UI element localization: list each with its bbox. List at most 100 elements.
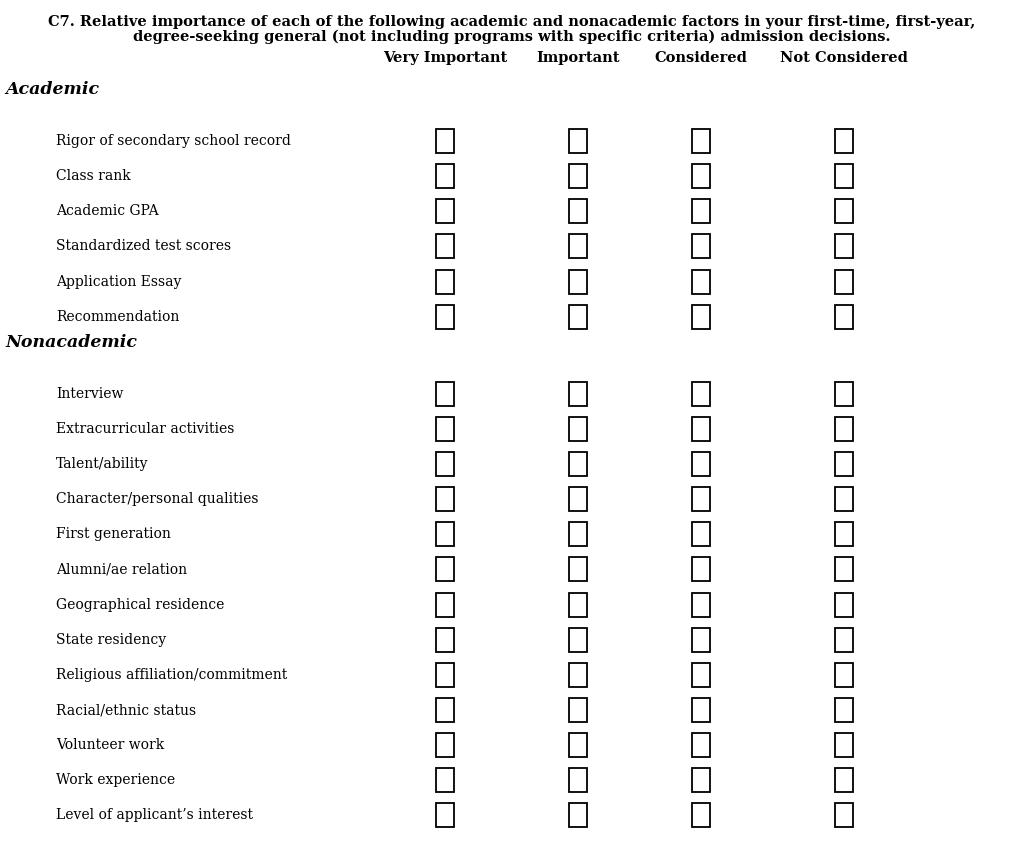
Text: C7. Relative importance of each of the following academic and nonacademic factor: C7. Relative importance of each of the f… bbox=[48, 15, 975, 28]
Text: Very Important: Very Important bbox=[383, 51, 507, 65]
Bar bbox=[569, 200, 587, 224]
Bar bbox=[569, 523, 587, 547]
Bar bbox=[692, 129, 710, 153]
Text: State residency: State residency bbox=[56, 632, 167, 647]
Bar bbox=[436, 235, 454, 259]
Bar bbox=[692, 382, 710, 406]
Bar bbox=[692, 200, 710, 224]
Text: Geographical residence: Geographical residence bbox=[56, 597, 225, 612]
Bar bbox=[436, 734, 454, 758]
Text: degree-seeking general (not including programs with specific criteria) admission: degree-seeking general (not including pr… bbox=[133, 30, 890, 45]
Text: Academic GPA: Academic GPA bbox=[56, 204, 159, 219]
Bar bbox=[569, 769, 587, 793]
Bar bbox=[835, 698, 853, 722]
Bar bbox=[569, 628, 587, 652]
Bar bbox=[835, 734, 853, 758]
Bar bbox=[436, 165, 454, 189]
Bar bbox=[569, 417, 587, 441]
Bar bbox=[436, 417, 454, 441]
Text: Nonacademic: Nonacademic bbox=[5, 334, 137, 351]
Bar bbox=[569, 165, 587, 189]
Text: Level of applicant’s interest: Level of applicant’s interest bbox=[56, 808, 254, 823]
Text: Talent/ability: Talent/ability bbox=[56, 457, 148, 471]
Bar bbox=[436, 523, 454, 547]
Bar bbox=[835, 200, 853, 224]
Bar bbox=[569, 558, 587, 582]
Bar bbox=[835, 417, 853, 441]
Bar bbox=[835, 165, 853, 189]
Bar bbox=[569, 698, 587, 722]
Bar bbox=[835, 235, 853, 259]
Bar bbox=[835, 523, 853, 547]
Bar bbox=[569, 734, 587, 758]
Bar bbox=[692, 235, 710, 259]
Text: Recommendation: Recommendation bbox=[56, 309, 180, 324]
Bar bbox=[692, 452, 710, 476]
Text: Character/personal qualities: Character/personal qualities bbox=[56, 492, 259, 506]
Bar bbox=[692, 734, 710, 758]
Bar bbox=[835, 628, 853, 652]
Bar bbox=[569, 382, 587, 406]
Text: First generation: First generation bbox=[56, 527, 171, 542]
Bar bbox=[436, 488, 454, 512]
Bar bbox=[569, 270, 587, 294]
Bar bbox=[436, 270, 454, 294]
Text: Considered: Considered bbox=[655, 51, 747, 65]
Text: Religious affiliation/commitment: Religious affiliation/commitment bbox=[56, 668, 287, 682]
Bar bbox=[835, 270, 853, 294]
Bar bbox=[569, 305, 587, 329]
Bar bbox=[692, 270, 710, 294]
Bar bbox=[692, 488, 710, 512]
Bar bbox=[835, 129, 853, 153]
Text: Volunteer work: Volunteer work bbox=[56, 738, 165, 752]
Bar bbox=[569, 804, 587, 828]
Bar bbox=[436, 305, 454, 329]
Text: Work experience: Work experience bbox=[56, 773, 175, 788]
Text: Important: Important bbox=[536, 51, 620, 65]
Bar bbox=[692, 769, 710, 793]
Bar bbox=[835, 769, 853, 793]
Bar bbox=[692, 305, 710, 329]
Bar bbox=[436, 804, 454, 828]
Bar bbox=[835, 382, 853, 406]
Bar bbox=[692, 558, 710, 582]
Bar bbox=[692, 663, 710, 687]
Bar bbox=[436, 452, 454, 476]
Bar bbox=[692, 628, 710, 652]
Bar bbox=[692, 523, 710, 547]
Bar bbox=[436, 558, 454, 582]
Bar bbox=[436, 769, 454, 793]
Bar bbox=[436, 698, 454, 722]
Text: Alumni/ae relation: Alumni/ae relation bbox=[56, 562, 187, 577]
Bar bbox=[436, 382, 454, 406]
Bar bbox=[692, 698, 710, 722]
Text: Rigor of secondary school record: Rigor of secondary school record bbox=[56, 134, 292, 148]
Bar bbox=[835, 593, 853, 617]
Bar bbox=[436, 200, 454, 224]
Bar bbox=[569, 663, 587, 687]
Bar bbox=[835, 305, 853, 329]
Bar bbox=[835, 663, 853, 687]
Bar bbox=[692, 165, 710, 189]
Bar bbox=[692, 804, 710, 828]
Bar bbox=[569, 593, 587, 617]
Text: Application Essay: Application Essay bbox=[56, 274, 182, 289]
Bar bbox=[436, 593, 454, 617]
Text: Standardized test scores: Standardized test scores bbox=[56, 239, 231, 254]
Bar bbox=[692, 593, 710, 617]
Text: Not Considered: Not Considered bbox=[780, 51, 908, 65]
Bar bbox=[835, 488, 853, 512]
Bar bbox=[436, 628, 454, 652]
Text: Academic: Academic bbox=[5, 81, 99, 99]
Text: Extracurricular activities: Extracurricular activities bbox=[56, 422, 234, 436]
Text: Class rank: Class rank bbox=[56, 169, 131, 183]
Bar bbox=[569, 129, 587, 153]
Bar bbox=[835, 452, 853, 476]
Bar bbox=[692, 417, 710, 441]
Bar bbox=[569, 235, 587, 259]
Bar bbox=[835, 558, 853, 582]
Bar bbox=[569, 452, 587, 476]
Text: Interview: Interview bbox=[56, 387, 124, 401]
Bar bbox=[835, 804, 853, 828]
Bar bbox=[436, 663, 454, 687]
